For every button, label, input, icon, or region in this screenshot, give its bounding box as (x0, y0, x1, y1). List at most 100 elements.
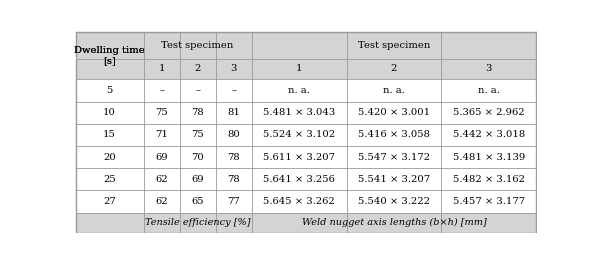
Text: 65: 65 (192, 197, 204, 206)
Bar (216, 168, 251, 190)
Bar (144, 146, 180, 168)
Text: 5.482 × 3.162: 5.482 × 3.162 (453, 175, 525, 184)
Text: 3: 3 (486, 64, 492, 73)
Bar (216, 146, 251, 168)
Bar (441, 168, 536, 190)
Text: –: – (195, 86, 200, 95)
Text: 5.547 × 3.172: 5.547 × 3.172 (358, 153, 430, 162)
Bar (144, 124, 180, 146)
Bar (441, 102, 536, 124)
Bar (180, 146, 216, 168)
Bar (346, 58, 441, 79)
Text: 5.611 × 3.207: 5.611 × 3.207 (263, 153, 335, 162)
Text: 5.365 × 2.962: 5.365 × 2.962 (453, 108, 525, 117)
Text: 78: 78 (227, 153, 240, 162)
Text: 5.457 × 3.177: 5.457 × 3.177 (453, 197, 525, 206)
Text: 5.524 × 3.102: 5.524 × 3.102 (263, 130, 335, 139)
Bar (76, 168, 144, 190)
Bar (144, 168, 180, 190)
Bar (216, 190, 251, 213)
Text: 5.416 × 3.058: 5.416 × 3.058 (358, 130, 430, 139)
Bar (346, 190, 441, 213)
Text: 77: 77 (227, 197, 240, 206)
Text: 5.442 × 3.018: 5.442 × 3.018 (453, 130, 525, 139)
Text: 78: 78 (227, 175, 240, 184)
Bar (144, 213, 251, 233)
Text: –: – (231, 86, 236, 95)
Bar (216, 124, 251, 146)
Text: Dwelling time
[s]: Dwelling time [s] (74, 46, 145, 65)
Bar (346, 168, 441, 190)
Bar (251, 102, 346, 124)
Text: 5.540 × 3.222: 5.540 × 3.222 (358, 197, 430, 206)
Text: 62: 62 (155, 197, 168, 206)
Text: Tensile efficiency [%]: Tensile efficiency [%] (145, 218, 250, 227)
Text: 5.541 × 3.207: 5.541 × 3.207 (358, 175, 430, 184)
Text: 2: 2 (195, 64, 201, 73)
Text: 78: 78 (191, 108, 204, 117)
Bar (144, 102, 180, 124)
Bar (216, 58, 251, 79)
Text: Test specimen: Test specimen (161, 41, 234, 50)
Text: 2: 2 (391, 64, 397, 73)
Bar (346, 79, 441, 102)
Text: 75: 75 (155, 108, 168, 117)
Bar (251, 168, 346, 190)
Bar (441, 190, 536, 213)
Text: 62: 62 (155, 175, 168, 184)
Bar (251, 124, 346, 146)
Text: 1: 1 (158, 64, 165, 73)
Bar (251, 32, 536, 58)
Bar (180, 124, 216, 146)
Bar (441, 58, 536, 79)
Bar (180, 79, 216, 102)
Text: 5.420 × 3.001: 5.420 × 3.001 (358, 108, 430, 117)
Text: 5: 5 (106, 86, 113, 95)
Text: 15: 15 (103, 130, 116, 139)
Bar (76, 124, 144, 146)
Text: Test specimen: Test specimen (358, 41, 430, 50)
Bar (144, 32, 251, 58)
Bar (346, 124, 441, 146)
Text: 3: 3 (230, 64, 237, 73)
Bar (251, 213, 536, 233)
Text: –: – (159, 86, 164, 95)
Bar (216, 79, 251, 102)
Bar (76, 79, 144, 102)
Text: n. a.: n. a. (383, 86, 405, 95)
Bar (346, 146, 441, 168)
Bar (180, 190, 216, 213)
Bar (441, 124, 536, 146)
Bar (76, 146, 144, 168)
Bar (76, 213, 144, 233)
Text: 75: 75 (191, 130, 204, 139)
Text: Weld nugget axis lengths (b×h) [mm]: Weld nugget axis lengths (b×h) [mm] (301, 218, 487, 227)
Text: n. a.: n. a. (478, 86, 500, 95)
Bar (180, 102, 216, 124)
Text: 81: 81 (227, 108, 240, 117)
Bar (144, 190, 180, 213)
Text: 70: 70 (191, 153, 204, 162)
Text: 69: 69 (192, 175, 204, 184)
Text: 5.481 × 3.139: 5.481 × 3.139 (453, 153, 525, 162)
Bar (251, 190, 346, 213)
Bar (346, 102, 441, 124)
Text: 10: 10 (103, 108, 116, 117)
Text: 69: 69 (155, 153, 168, 162)
Bar (251, 146, 346, 168)
Text: 1: 1 (296, 64, 302, 73)
Text: 5.645 × 3.262: 5.645 × 3.262 (263, 197, 335, 206)
Text: 71: 71 (155, 130, 168, 139)
Bar (251, 58, 346, 79)
Bar (441, 146, 536, 168)
Bar (144, 79, 180, 102)
Bar (76, 32, 144, 79)
Text: 80: 80 (227, 130, 240, 139)
Text: 25: 25 (103, 175, 116, 184)
Bar (441, 79, 536, 102)
Text: 5.481 × 3.043: 5.481 × 3.043 (263, 108, 335, 117)
Bar (144, 58, 180, 79)
Text: 20: 20 (103, 153, 116, 162)
Text: Dwelling time
[s]: Dwelling time [s] (74, 46, 145, 65)
Bar (216, 102, 251, 124)
